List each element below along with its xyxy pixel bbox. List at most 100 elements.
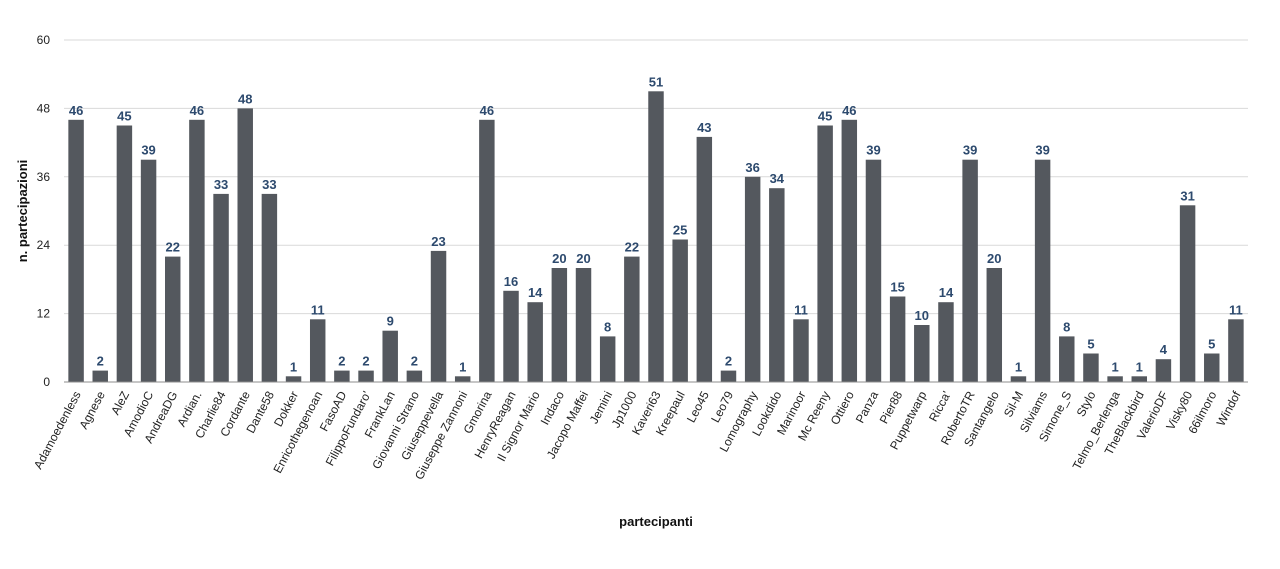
bar	[841, 119, 858, 383]
y-tick-label: 0	[43, 375, 50, 389]
bar	[720, 370, 737, 382]
data-label: 5	[1208, 337, 1215, 352]
bar	[406, 370, 423, 382]
data-label: 1	[459, 359, 466, 374]
bar	[165, 256, 181, 382]
data-label: 11	[311, 302, 325, 317]
data-label: 20	[552, 251, 566, 266]
bar	[430, 250, 447, 382]
bar	[1010, 376, 1027, 382]
x-tick-label: Windof	[1214, 388, 1244, 428]
data-label: 1	[290, 359, 297, 374]
bar	[1179, 205, 1196, 382]
data-label: 39	[1035, 143, 1049, 158]
bar	[1083, 353, 1099, 382]
bar	[1059, 336, 1075, 382]
data-label: 2	[97, 354, 104, 369]
data-label: 22	[166, 240, 180, 255]
bar	[599, 336, 616, 382]
data-label: 39	[141, 143, 155, 158]
data-label: 2	[338, 354, 345, 369]
bar	[503, 290, 519, 382]
y-tick-label: 60	[37, 33, 51, 47]
bar	[382, 330, 398, 382]
x-tick-label: Enricothegenoan	[270, 389, 325, 476]
bar	[1155, 359, 1172, 382]
bars	[68, 91, 1244, 383]
bar	[672, 239, 688, 382]
data-label: 5	[1087, 337, 1094, 352]
bar	[962, 159, 978, 382]
bar	[551, 268, 568, 382]
data-label: 8	[604, 319, 611, 334]
data-label: 48	[238, 91, 252, 106]
bar	[865, 159, 882, 382]
bar	[68, 119, 84, 383]
bar	[986, 268, 1003, 382]
data-label: 11	[1229, 302, 1243, 317]
data-label: 20	[987, 251, 1001, 266]
x-tick-label: Ottiero	[828, 389, 857, 428]
data-label: 2	[411, 354, 418, 369]
bar	[334, 370, 350, 382]
bar	[213, 193, 229, 382]
data-label: 22	[625, 240, 639, 255]
bar	[624, 256, 640, 382]
data-label: 15	[890, 280, 904, 295]
data-label: 45	[117, 109, 131, 124]
data-label: 51	[649, 74, 663, 89]
data-label: 14	[528, 285, 543, 300]
y-axis-ticks: 0 12 24 36 48 60	[37, 33, 51, 389]
data-label: 23	[431, 234, 445, 249]
x-axis-title: partecipanti	[619, 514, 693, 529]
bar	[1228, 319, 1244, 382]
bar	[140, 159, 157, 382]
x-tick-label: Leo45	[684, 389, 712, 425]
data-label: 46	[480, 103, 494, 118]
bar	[575, 268, 592, 382]
data-label: 36	[745, 160, 759, 175]
bar	[358, 370, 374, 382]
data-label: 46	[190, 103, 204, 118]
bar	[769, 188, 785, 382]
data-label: 39	[963, 143, 977, 158]
data-label: 1	[1111, 359, 1118, 374]
data-label: 46	[842, 103, 856, 118]
y-tick-label: 12	[37, 307, 51, 321]
bar	[1131, 376, 1147, 382]
bar	[116, 125, 133, 382]
data-label: 39	[866, 143, 880, 158]
data-label: 4	[1160, 342, 1168, 357]
bar	[696, 136, 713, 382]
bar	[454, 376, 471, 382]
x-tick-label: Stylo	[1074, 389, 1099, 419]
data-label: 31	[1180, 188, 1194, 203]
bar	[938, 302, 954, 382]
data-label: 46	[69, 103, 83, 118]
data-label: 33	[262, 177, 276, 192]
bar	[309, 319, 326, 382]
bar	[914, 325, 930, 382]
y-axis-title: n. partecipazioni	[15, 160, 30, 263]
data-label: 34	[770, 171, 785, 186]
bar	[527, 302, 543, 382]
data-label: 43	[697, 120, 711, 135]
bar	[189, 119, 205, 383]
bar	[1034, 159, 1051, 382]
bar	[285, 376, 302, 382]
bar	[744, 176, 761, 382]
data-label: 2	[725, 354, 732, 369]
data-label: 33	[214, 177, 228, 192]
bar	[889, 296, 906, 382]
data-label: 2	[362, 354, 369, 369]
bar	[793, 319, 809, 382]
data-label: 16	[504, 274, 518, 289]
x-tick-label: AleZ	[108, 389, 132, 417]
data-label: 11	[794, 302, 808, 317]
bar	[479, 119, 495, 383]
bar	[261, 193, 278, 382]
y-tick-label: 36	[37, 170, 51, 184]
bar	[1107, 376, 1123, 382]
